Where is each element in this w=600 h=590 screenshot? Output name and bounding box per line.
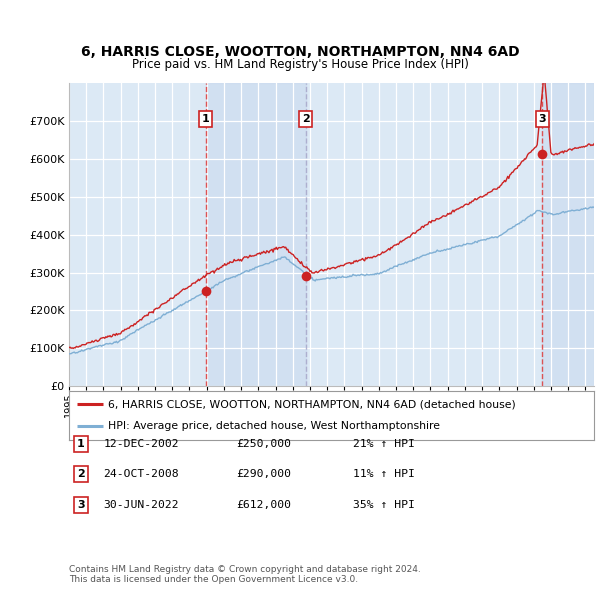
Text: 30-JUN-2022: 30-JUN-2022 (103, 500, 179, 510)
Bar (206, 83, 305, 386)
Text: 2: 2 (77, 470, 85, 479)
Text: HPI: Average price, detached house, West Northamptonshire: HPI: Average price, detached house, West… (109, 421, 440, 431)
Bar (542, 83, 594, 386)
Text: 12-DEC-2002: 12-DEC-2002 (103, 439, 179, 448)
Text: 3: 3 (539, 114, 546, 124)
Text: £612,000: £612,000 (236, 500, 292, 510)
Text: £290,000: £290,000 (236, 470, 292, 479)
Text: 35% ↑ HPI: 35% ↑ HPI (353, 500, 415, 510)
Text: 2: 2 (302, 114, 310, 124)
Text: 11% ↑ HPI: 11% ↑ HPI (353, 470, 415, 479)
Text: 6, HARRIS CLOSE, WOOTTON, NORTHAMPTON, NN4 6AD: 6, HARRIS CLOSE, WOOTTON, NORTHAMPTON, N… (80, 45, 520, 59)
Text: Contains HM Land Registry data © Crown copyright and database right 2024.
This d: Contains HM Land Registry data © Crown c… (69, 565, 421, 584)
Text: 1: 1 (202, 114, 210, 124)
Text: 24-OCT-2008: 24-OCT-2008 (103, 470, 179, 479)
Text: 21% ↑ HPI: 21% ↑ HPI (353, 439, 415, 448)
Text: 1: 1 (77, 439, 85, 448)
Text: 3: 3 (77, 500, 85, 510)
Text: £250,000: £250,000 (236, 439, 292, 448)
Text: 6, HARRIS CLOSE, WOOTTON, NORTHAMPTON, NN4 6AD (detached house): 6, HARRIS CLOSE, WOOTTON, NORTHAMPTON, N… (109, 399, 516, 409)
Text: Price paid vs. HM Land Registry's House Price Index (HPI): Price paid vs. HM Land Registry's House … (131, 58, 469, 71)
